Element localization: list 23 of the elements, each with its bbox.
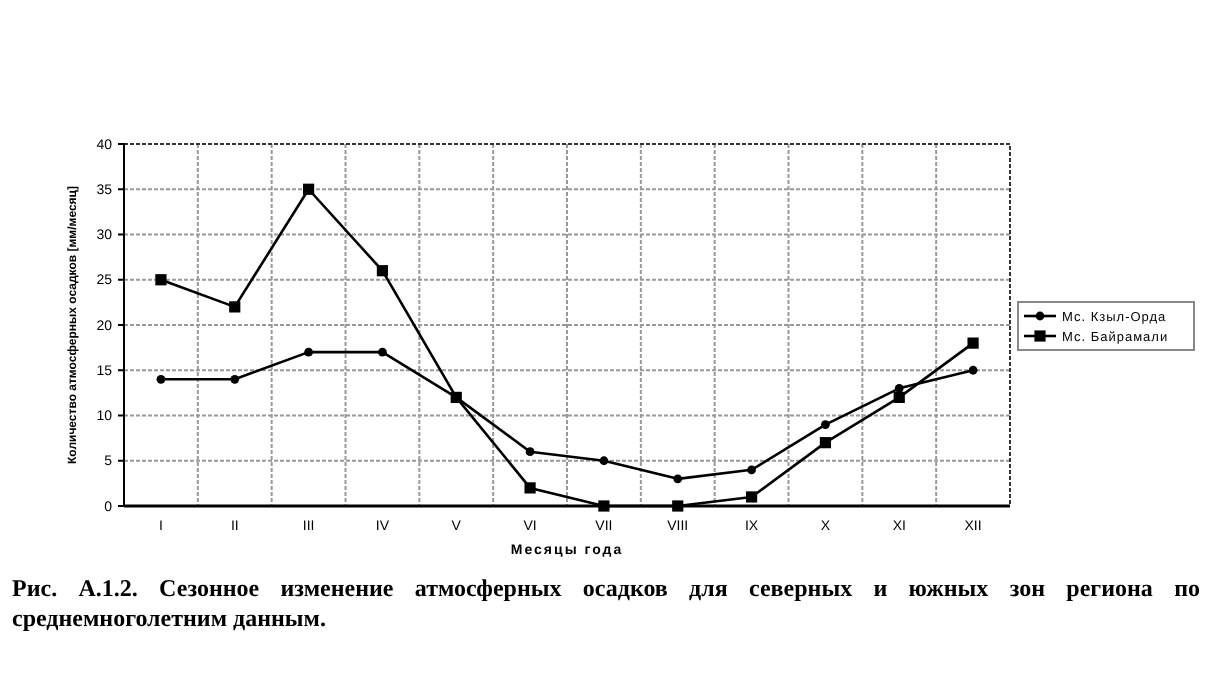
text: Рис. А.1.2. Сезонное изменение атмосферных осадков для северных и южных зон региона по среднемноголетним данным. <box>12 574 1200 634</box>
point <box>747 465 756 475</box>
point <box>376 265 389 277</box>
point <box>672 500 684 512</box>
point <box>304 347 313 357</box>
point <box>893 391 905 403</box>
point <box>821 420 830 429</box>
point <box>673 474 683 484</box>
point <box>894 383 904 393</box>
point <box>598 500 610 512</box>
point <box>524 482 536 494</box>
point <box>155 274 167 286</box>
point <box>968 365 978 375</box>
point <box>599 456 609 466</box>
point <box>378 347 387 357</box>
point <box>525 447 535 457</box>
point <box>819 437 832 449</box>
point <box>156 374 166 384</box>
point <box>229 301 241 313</box>
point <box>230 374 240 384</box>
point <box>967 337 979 349</box>
point <box>302 183 315 195</box>
point <box>745 491 758 503</box>
